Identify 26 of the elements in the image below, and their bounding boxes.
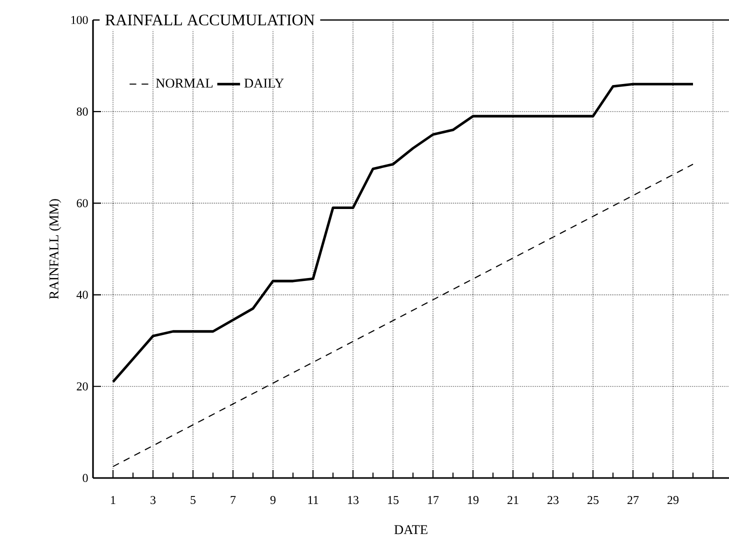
x-tick-label: 13 [348,496,359,504]
x-tick-label: 11 [308,496,318,504]
x-tick-label: 1 [111,496,116,504]
chart-title: RAINFALL ACCUMULATION [105,14,314,26]
x-tick-label: 3 [150,496,156,504]
x-tick-label: 25 [588,496,599,504]
legend-label: DAILY [244,78,284,88]
y-tick-label: 20 [76,382,88,390]
y-axis-title: RAINFALL (MM) [49,199,62,300]
x-tick-label: 5 [190,496,196,504]
x-tick-label: 9 [270,496,276,504]
x-tick-label: 23 [548,496,559,504]
y-tick-label: 60 [76,199,88,208]
x-tick-label: 29 [668,496,678,504]
x-tick-label: 17 [428,496,439,504]
y-tick-label: 80 [76,108,88,116]
x-tick-label: 7 [230,496,236,504]
x-tick-label: 27 [628,496,639,504]
x-tick-label: 15 [388,496,399,504]
y-tick-label: 0 [82,474,88,482]
x-axis-title: DATE [394,525,428,534]
x-tick-label: 19 [468,496,478,504]
y-tick-label: 100 [71,16,88,24]
legend-label: NORMAL [156,78,213,88]
x-tick-label: 21 [508,496,518,504]
y-tick-label: 40 [76,290,88,299]
